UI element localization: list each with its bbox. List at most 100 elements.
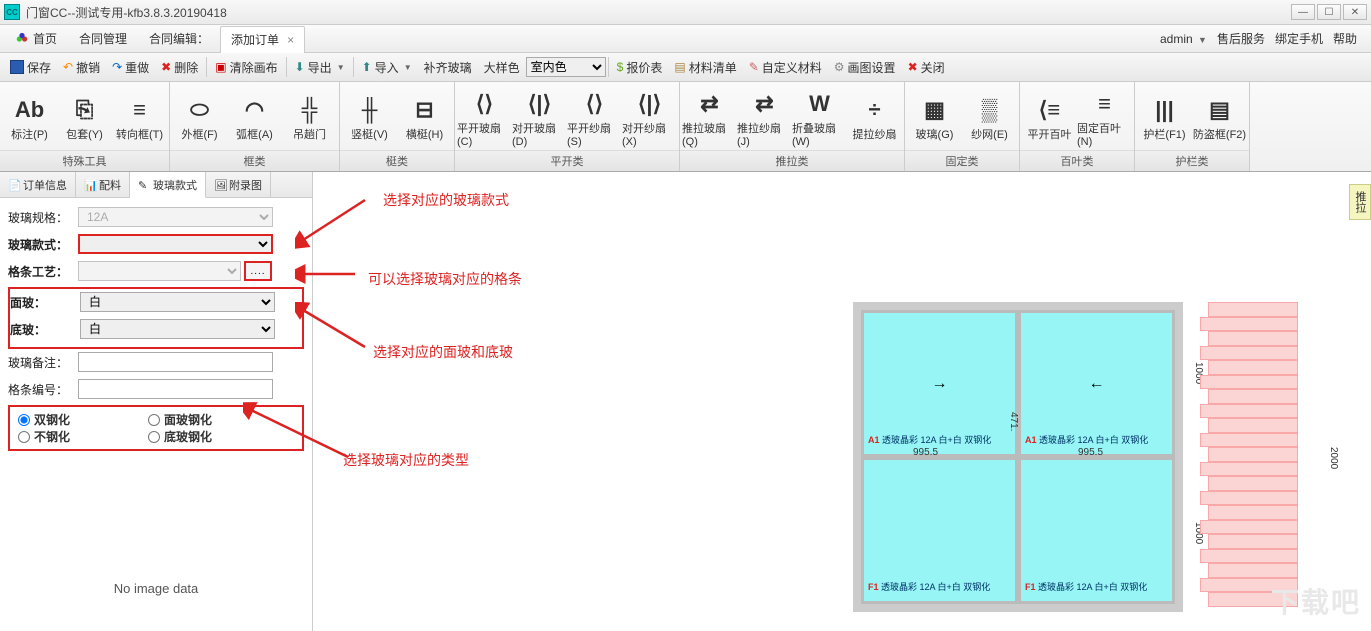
tab-close-icon[interactable]: × xyxy=(287,33,294,47)
ribbon-item[interactable]: ÷提拉纱扇 xyxy=(847,86,902,150)
pencil-icon: ✎ xyxy=(138,179,150,191)
ribbon-icon: ⊟ xyxy=(405,94,445,126)
user-menu[interactable]: admin ▼ xyxy=(1160,32,1207,46)
clear-icon: ▣ xyxy=(215,60,226,74)
tab-order-info[interactable]: 📄订单信息 xyxy=(0,172,76,197)
export-icon: ⬇ xyxy=(295,60,305,74)
ribbon-label: 护栏(F1) xyxy=(1143,126,1185,142)
ribbon-label: 标注(P) xyxy=(11,126,48,142)
bind-phone-link[interactable]: 绑定手机 xyxy=(1275,30,1323,47)
ribbon-item[interactable]: ╬吊趟门 xyxy=(282,86,337,150)
watermark: 下载吧 xyxy=(1271,581,1361,621)
add-order-label: 添加订单 xyxy=(231,31,279,48)
after-sales-link[interactable]: 售后服务 xyxy=(1217,30,1265,47)
minimize-button[interactable]: — xyxy=(1291,4,1315,20)
radio-no-temper[interactable]: 不钢化 xyxy=(18,428,148,445)
annotation-2: 可以选择玻璃对应的格条 xyxy=(368,269,522,289)
arrow-1 xyxy=(295,190,375,250)
ribbon-item[interactable]: Ab标注(P) xyxy=(2,86,57,150)
export-button[interactable]: ⬇导出▼ xyxy=(289,55,351,79)
menubar: 首页 合同管理 合同编辑： 添加订单 × admin ▼ 售后服务 绑定手机 帮… xyxy=(0,25,1371,53)
ribbon-item[interactable]: ≡转向框(T) xyxy=(112,86,167,150)
custom-material-button[interactable]: ✎自定义材料 xyxy=(743,55,828,79)
ribbon-item[interactable]: ⊟横梃(H) xyxy=(397,86,452,150)
vertical-tab-tuila[interactable]: 推拉 xyxy=(1349,184,1371,220)
fill-glass-button[interactable]: 补齐玻璃 xyxy=(418,55,478,79)
ribbon-group-g7: ⟨≡平开百叶≡固定百叶(N)百叶类 xyxy=(1020,82,1135,171)
home-button[interactable]: 首页 xyxy=(4,26,68,52)
undo-button[interactable]: ↶撤销 xyxy=(57,55,106,79)
ribbon-item[interactable]: ▒纱网(E) xyxy=(962,86,1017,150)
ribbon-label: 包套(Y) xyxy=(66,126,103,142)
save-button[interactable]: 保存 xyxy=(4,55,57,79)
ribbon-item[interactable]: ≡固定百叶(N) xyxy=(1077,86,1132,150)
ribbon-item[interactable]: ▤防盗框(F2) xyxy=(1192,86,1247,150)
ribbon-icon: ╬ xyxy=(290,94,330,126)
tab-appendix[interactable]: 🖼附录图 xyxy=(206,172,271,197)
glass-remark-input[interactable] xyxy=(78,352,273,372)
price-sheet-button[interactable]: $报价表 xyxy=(611,55,669,79)
export-label: 导出 xyxy=(308,59,332,76)
face-glass-select[interactable]: 白 xyxy=(80,292,275,312)
close-button-tb[interactable]: ✖关闭 xyxy=(902,55,951,79)
clear-label: 清除画布 xyxy=(230,59,278,76)
ribbon-icon: ⟨≡ xyxy=(1030,94,1070,126)
redo-label: 重做 xyxy=(125,59,149,76)
custom-icon: ✎ xyxy=(749,60,759,74)
ribbon-icon: ╫ xyxy=(350,94,390,126)
maximize-button[interactable]: ☐ xyxy=(1317,4,1341,20)
material-list-button[interactable]: ▤材料清单 xyxy=(668,55,742,79)
ribbon-item[interactable]: |||护栏(F1) xyxy=(1137,86,1192,150)
ribbon-item[interactable]: ⟨|⟩对开纱扇(X) xyxy=(622,86,677,150)
dropdown-icon: ▼ xyxy=(1198,35,1207,45)
contract-mgmt-button[interactable]: 合同管理 xyxy=(68,26,138,52)
app-icon: CC xyxy=(4,4,20,20)
import-button[interactable]: ⬆导入▼ xyxy=(356,55,418,79)
glass-style-select[interactable] xyxy=(78,234,273,254)
ribbon: Ab标注(P)⎘包套(Y)≡转向框(T)特殊工具⬭外框(F)◠弧框(A)╬吊趟门… xyxy=(0,82,1371,172)
close-label: 关闭 xyxy=(921,59,945,76)
bottom-glass-select[interactable]: 白 xyxy=(80,319,275,339)
ribbon-item[interactable]: ⟨⟩平开玻扇(C) xyxy=(457,86,512,150)
radio-double-temper[interactable]: 双钢化 xyxy=(18,411,148,428)
ribbon-item[interactable]: ⬭外框(F) xyxy=(172,86,227,150)
ribbon-label: 外框(F) xyxy=(181,126,217,142)
close-button[interactable]: ✕ xyxy=(1343,4,1367,20)
grid-craft-browse[interactable]: .... xyxy=(244,261,272,281)
help-link[interactable]: 帮助 xyxy=(1333,30,1357,47)
ribbon-label: 提拉纱扇 xyxy=(853,126,897,142)
window-drawing: →A1 透玻晶彩 12A 白+白 双钢化 ←A1 透玻晶彩 12A 白+白 双钢… xyxy=(853,302,1183,612)
ribbon-label: 平开纱扇(S) xyxy=(567,120,622,148)
indoor-select[interactable]: 室内色 xyxy=(526,57,606,77)
contract-edit-button[interactable]: 合同编辑： xyxy=(138,26,220,52)
tab-ingredients[interactable]: 📊配料 xyxy=(76,172,130,197)
ribbon-item[interactable]: W折叠玻扇(W) xyxy=(792,86,847,150)
window-title: 门窗CC--测试专用-kfb3.8.3.20190418 xyxy=(26,4,1291,21)
add-order-tab[interactable]: 添加订单 × xyxy=(220,26,305,53)
ribbon-item[interactable]: ⎘包套(Y) xyxy=(57,86,112,150)
tab-glass-style[interactable]: ✎玻璃款式 xyxy=(130,172,206,198)
delete-icon: ✖ xyxy=(161,60,171,74)
delete-button[interactable]: ✖删除 xyxy=(155,55,204,79)
draw-settings-button[interactable]: ⚙画图设置 xyxy=(828,55,902,79)
ribbon-icon: ⇄ xyxy=(690,88,730,120)
ribbon-label: 折叠玻扇(W) xyxy=(792,120,847,148)
fill-glass-label: 补齐玻璃 xyxy=(424,59,472,76)
contract-edit-label: 合同编辑： xyxy=(149,30,209,47)
ribbon-item[interactable]: ▦玻璃(G) xyxy=(907,86,962,150)
ribbon-item[interactable]: ⟨|⟩对开玻扇(D) xyxy=(512,86,567,150)
home-label: 首页 xyxy=(33,30,57,47)
ribbon-item[interactable]: ⟨⟩平开纱扇(S) xyxy=(567,86,622,150)
grid-number-input[interactable] xyxy=(78,379,273,399)
ribbon-icon: ⬭ xyxy=(180,94,220,126)
ribbon-item[interactable]: ⟨≡平开百叶 xyxy=(1022,86,1077,150)
ribbon-item[interactable]: ◠弧框(A) xyxy=(227,86,282,150)
ribbon-group-g5: ⇄推拉玻扇(Q)⇄推拉纱扇(J)W折叠玻扇(W)÷提拉纱扇推拉类 xyxy=(680,82,905,171)
ribbon-item[interactable]: ╫竖梃(V) xyxy=(342,86,397,150)
drawing-canvas[interactable]: 选择对应的玻璃款式 可以选择玻璃对应的格条 选择对应的面玻和底玻 选择玻璃对应的… xyxy=(313,172,1371,631)
sample-color-button[interactable]: 大样色 xyxy=(478,55,526,79)
ribbon-item[interactable]: ⇄推拉玻扇(Q) xyxy=(682,86,737,150)
clear-canvas-button[interactable]: ▣ 清除画布 xyxy=(209,55,283,79)
ribbon-item[interactable]: ⇄推拉纱扇(J) xyxy=(737,86,792,150)
redo-button[interactable]: ↷重做 xyxy=(106,55,155,79)
